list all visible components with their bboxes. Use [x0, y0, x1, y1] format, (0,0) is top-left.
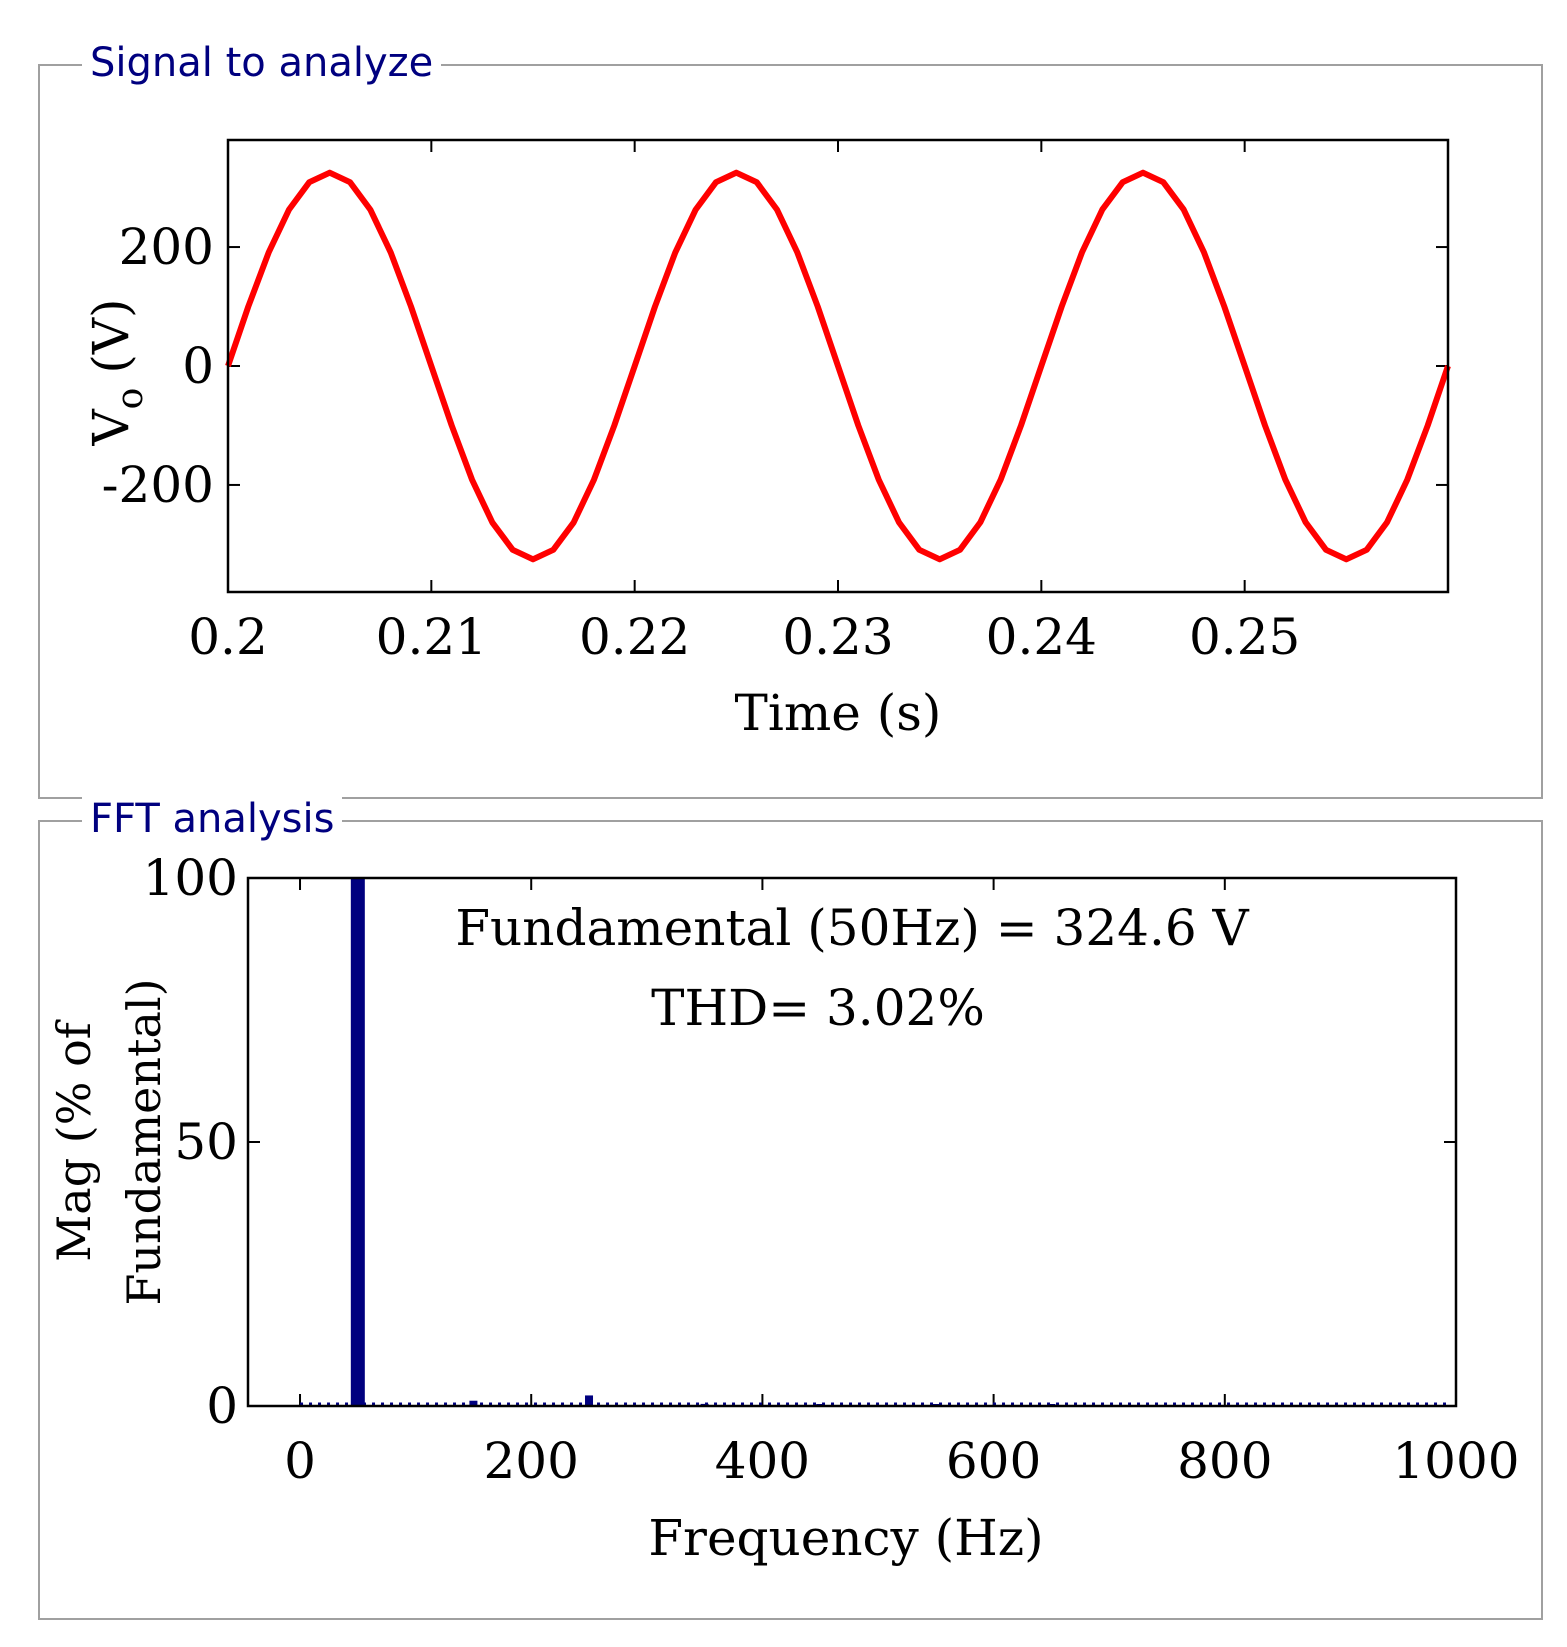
fft-x-tick-label: 200 [483, 1432, 578, 1490]
fft-x-tick-label: 600 [946, 1432, 1041, 1490]
fft-plot-area [248, 878, 1456, 1406]
fft-y-label-line2: Fundamental) [117, 978, 171, 1305]
voltage-y-label-unit: (V) [82, 299, 140, 374]
voltage-plot-frame [226, 138, 1450, 594]
svg-text:Vo(V): Vo (V) [82, 299, 151, 447]
voltage-y-tick-label: 0 [182, 337, 214, 395]
voltage-series [225, 169, 1451, 563]
voltage-x-tick-label: 0.21 [376, 608, 487, 666]
fft-y-tick-label: 50 [174, 1113, 238, 1171]
voltage-x-tick-label: 0.22 [579, 608, 690, 666]
fft-bar [350, 878, 365, 1406]
voltage-line [225, 169, 1451, 563]
voltage-y-tick-label: -200 [102, 456, 214, 514]
fft-x-tick-label: 400 [715, 1432, 810, 1490]
fft-y-tick-label: 100 [143, 849, 238, 907]
fft-axis-ticks: 0 200 400 600 800 1000 0 50 100 [143, 849, 1520, 1490]
fft-panel: FFT analysis [38, 793, 1543, 1620]
signal-panel-title: Signal to analyze [82, 37, 442, 89]
fft-y-label-line1: Mag (% of [47, 1019, 101, 1262]
voltage-x-tick-label: 0.2 [188, 608, 268, 666]
voltage-y-label-main: V [82, 408, 140, 446]
voltage-x-tick-label: 0.24 [986, 608, 1097, 666]
fft-y-label: Mag (% of Fundamental) [47, 978, 171, 1305]
fft-panel-title: FFT analysis [82, 793, 343, 845]
fft-x-label: Frequency (Hz) [648, 1509, 1043, 1567]
fft-chart: 0 200 400 600 800 1000 0 50 100 Fundamental (50H… [47, 849, 1520, 1567]
fft-bars [300, 878, 1446, 1406]
fft-x-tick-label: 800 [1177, 1432, 1272, 1490]
fft-bar [585, 1395, 594, 1406]
voltage-x-label: Time (s) [735, 684, 942, 742]
thd-annotation: THD= 3.02% [651, 979, 985, 1037]
voltage-y-label: Vo (V) [82, 299, 151, 447]
voltage-axis-ticks: 0.2 0.21 0.22 0.23 0.24 0.25 -200 0 200 [102, 140, 1448, 666]
signal-panel: Signal to analyze [38, 37, 1543, 799]
voltage-chart: 0.2 0.21 0.22 0.23 0.24 0.25 -200 0 200 Time (s)… [82, 138, 1451, 742]
voltage-x-tick-label: 0.25 [1189, 608, 1300, 666]
fft-plot-frame [246, 876, 1458, 1408]
fundamental-annotation: Fundamental (50Hz) = 324.6 V [455, 899, 1249, 957]
voltage-y-label-sub: o [110, 388, 151, 410]
fft-x-tick-label: 1000 [1392, 1432, 1519, 1490]
fft-y-tick-label: 0 [206, 1377, 238, 1435]
fft-x-tick-label: 0 [284, 1432, 316, 1490]
fft-bar [469, 1400, 478, 1406]
voltage-x-tick-label: 0.23 [782, 608, 893, 666]
voltage-y-tick-label: 200 [119, 218, 214, 276]
